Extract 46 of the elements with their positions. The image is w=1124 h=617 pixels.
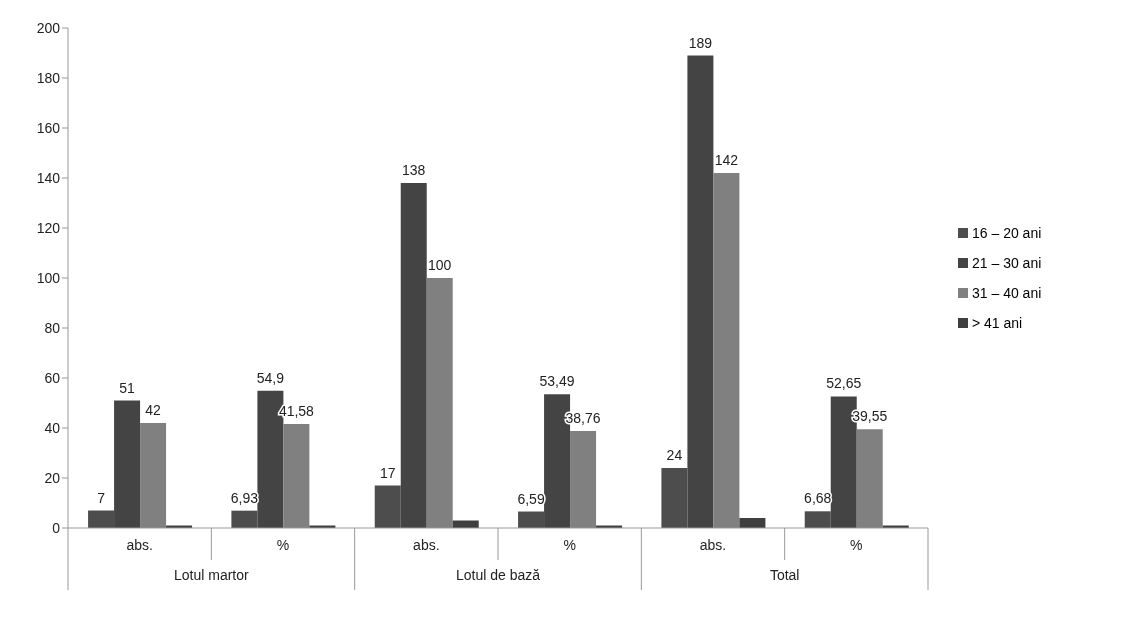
x-tick-label: abs. [126,537,153,553]
legend-label: 31 – 40 ani [972,285,1042,301]
text: Lotul martor [173,567,250,583]
text: Lotul de bază [455,567,541,583]
data-label: 6,93 [230,489,259,506]
bar [140,423,167,528]
text: Total [769,567,800,583]
y-tick-label: 40 [44,419,61,436]
x-tick-label: % [276,537,290,553]
bar [713,173,740,528]
data-label: 138 [402,162,426,178]
data-label: 7 [97,489,106,506]
x-tick-label: abs. [699,537,727,553]
y-tick-label: 200 [36,19,61,36]
bar [739,518,766,528]
y-tick-label: 160 [36,119,61,136]
legend-label: 21 – 30 ani [972,255,1042,271]
data-label: 100 [428,257,452,273]
y-tick-label: 120 [36,219,61,236]
bar [426,278,453,528]
x-tick-label: abs. [413,537,440,553]
data-label: 17 [379,464,396,481]
y-tick-label: 0 [52,519,61,536]
data-label: 189 [688,34,713,51]
y-tick-label: 20 [44,469,61,486]
data-label: 42 [145,402,162,418]
y-tick-label: 140 [36,169,61,186]
legend-label: > 41 ani [972,315,1023,331]
data-label: 54,9 [256,369,285,386]
data-label: 51 [119,379,136,396]
data-label: 52,65 [826,375,862,392]
data-label: 53,49 [539,373,575,390]
data-label: 6,68 [804,490,832,507]
data-label: 142 [714,152,739,168]
data-label: 24 [666,447,683,463]
x-tick-label: % [850,537,863,553]
data-label: 6,59 [517,490,545,507]
x-tick-label: % [563,537,576,553]
y-tick-label: 60 [44,369,61,386]
y-tick-label: 100 [36,269,61,286]
y-tick-label: 80 [44,319,61,336]
legend-label: 16 – 20 ani [972,225,1042,241]
bar [570,431,597,528]
y-tick-label: 180 [36,69,61,86]
bar [856,429,883,528]
bar [283,424,310,528]
